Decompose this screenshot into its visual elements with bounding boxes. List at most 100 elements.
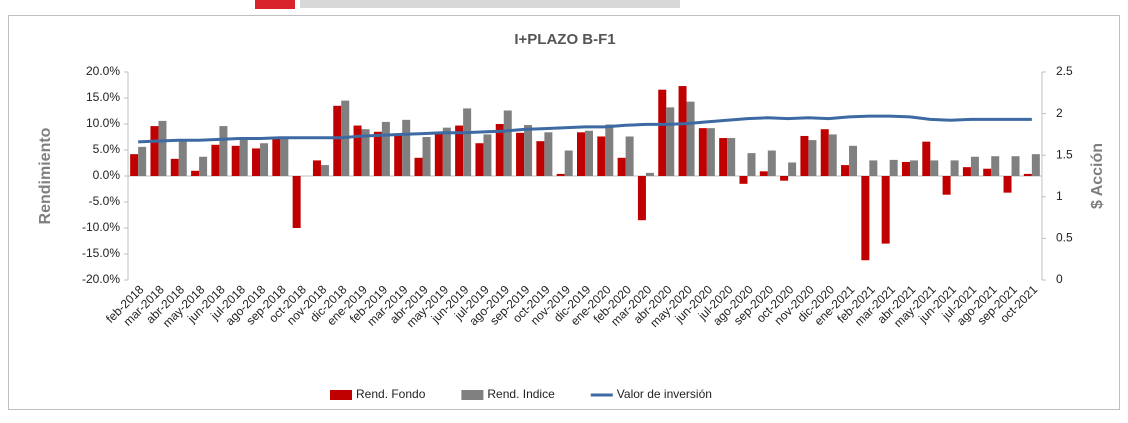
bar <box>706 128 715 176</box>
bar <box>820 129 829 176</box>
bar <box>759 171 768 176</box>
bar <box>503 110 512 176</box>
bar <box>828 134 837 176</box>
bar <box>841 165 850 176</box>
bar <box>861 176 870 261</box>
bar <box>556 173 565 176</box>
bar <box>138 146 147 176</box>
bar <box>252 148 261 176</box>
bar <box>442 127 451 176</box>
y2-tick-label: 0 <box>1056 272 1063 286</box>
bar <box>524 125 533 176</box>
y2-tick-label: 1 <box>1056 189 1063 203</box>
bar <box>333 105 342 176</box>
bar <box>983 168 992 176</box>
bar <box>727 138 736 176</box>
bar <box>402 119 411 176</box>
bar <box>808 140 817 176</box>
bar <box>463 108 472 176</box>
bar <box>414 157 423 176</box>
bar <box>889 159 898 176</box>
bar <box>1003 176 1012 193</box>
bar <box>617 157 626 176</box>
bar <box>381 121 390 176</box>
bar <box>747 153 756 176</box>
y-axis-label: Rendimiento <box>37 127 54 224</box>
y-tick-label: 0.0% <box>93 168 121 182</box>
y2-tick-label: 0.5 <box>1056 231 1073 245</box>
bar <box>422 137 431 176</box>
legend-label: Valor de inversión <box>617 387 712 401</box>
legend-swatch <box>330 390 352 400</box>
bar <box>1031 154 1040 176</box>
bar <box>950 160 959 176</box>
bar <box>191 170 200 176</box>
legend-label: Rend. Indice <box>487 387 555 401</box>
bar <box>312 160 321 176</box>
bar <box>901 161 910 176</box>
bar <box>178 140 187 176</box>
bar <box>849 145 858 176</box>
y-tick-label: -5.0% <box>89 194 121 208</box>
bar <box>658 89 667 176</box>
bar <box>970 156 979 176</box>
bar <box>922 141 931 176</box>
y-tick-label: -20.0% <box>82 272 120 286</box>
bar <box>585 130 593 176</box>
bar <box>361 129 370 176</box>
bar <box>719 138 728 176</box>
bar <box>272 138 281 176</box>
chart-title: I+PLAZO B-F1 <box>514 31 615 48</box>
bar <box>170 158 179 176</box>
bar <box>625 136 634 176</box>
bar <box>158 120 167 176</box>
bar <box>211 144 220 176</box>
bar <box>239 139 248 176</box>
bar <box>564 150 573 176</box>
bar <box>909 160 918 176</box>
legend-label: Rend. Fondo <box>356 387 426 401</box>
y-tick-label: 5.0% <box>93 142 121 156</box>
bar <box>544 132 553 176</box>
bar <box>320 165 329 176</box>
bar <box>219 126 228 176</box>
bar <box>495 124 504 176</box>
bar <box>881 176 890 244</box>
bar <box>645 172 654 176</box>
bar <box>942 176 951 195</box>
logo-block <box>255 0 295 9</box>
legend-swatch <box>461 390 484 400</box>
bar <box>788 162 797 176</box>
bar <box>516 132 525 176</box>
bar <box>678 86 687 176</box>
bar <box>280 138 289 176</box>
bar <box>199 156 208 176</box>
bar <box>869 160 878 176</box>
bar <box>1023 173 1032 176</box>
bar <box>1011 156 1020 176</box>
bar <box>434 133 443 176</box>
bar <box>455 125 464 176</box>
bar <box>605 124 614 176</box>
y-tick-label: 15.0% <box>86 90 120 104</box>
bar <box>483 134 492 176</box>
bar <box>962 167 971 176</box>
logo-text <box>300 0 680 8</box>
bar <box>577 132 585 176</box>
chart-border <box>8 15 1120 410</box>
bar <box>353 125 362 176</box>
bar <box>394 133 403 176</box>
y-tick-label: -10.0% <box>82 220 120 234</box>
bar <box>260 143 269 176</box>
bar <box>767 150 776 176</box>
bar <box>739 176 748 184</box>
y-tick-label: -15.0% <box>82 246 120 260</box>
bar <box>292 176 301 228</box>
bar <box>231 145 240 176</box>
bar <box>800 135 809 176</box>
line <box>138 114 1032 144</box>
bar <box>698 128 707 176</box>
y2-tick-label: 2 <box>1056 106 1063 120</box>
